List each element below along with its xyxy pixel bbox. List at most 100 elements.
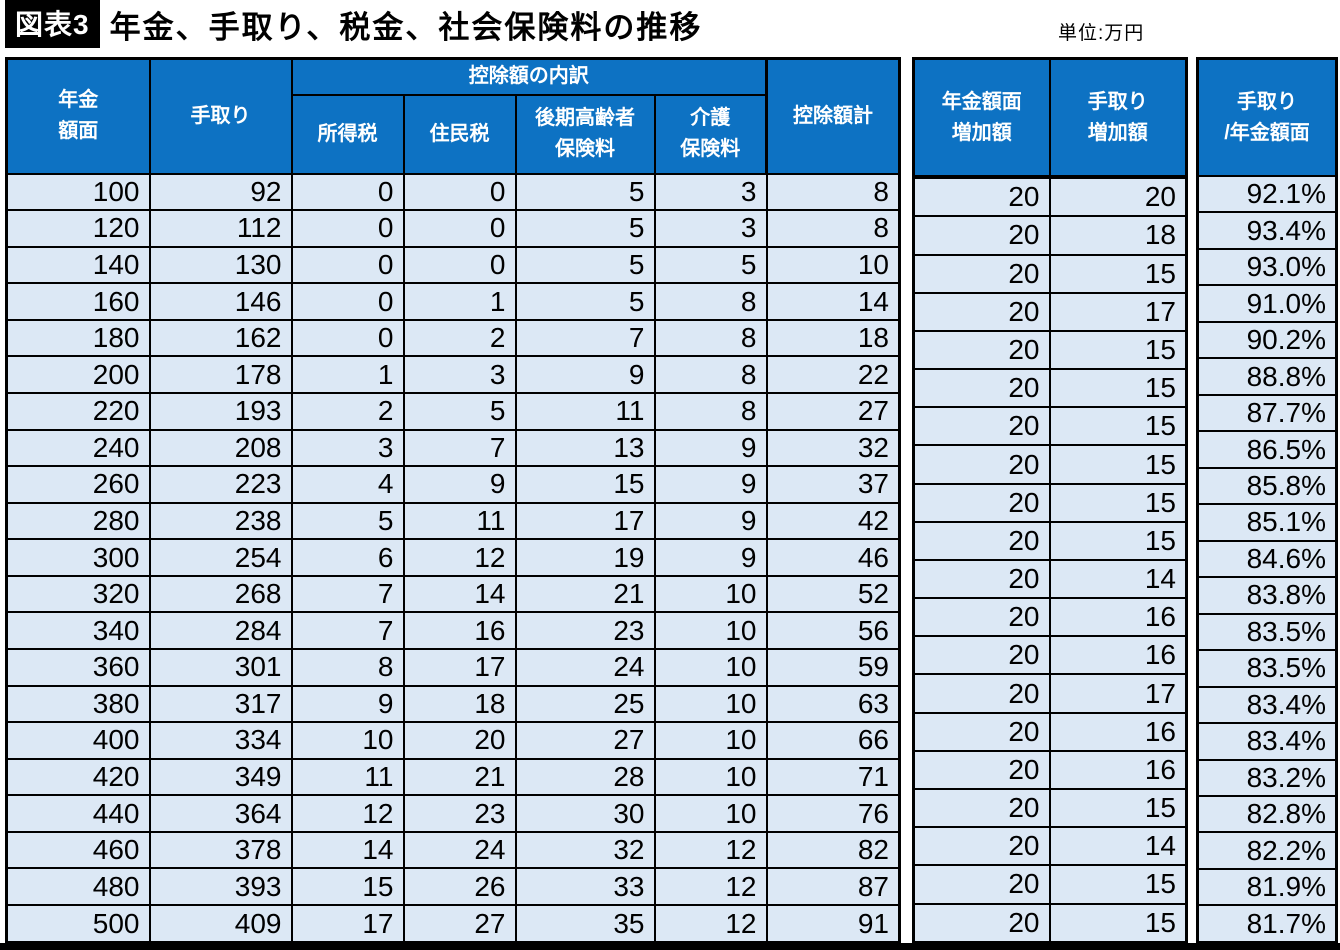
table-cell: 93.4% [1196,211,1338,250]
col-header-elderly-insurance: 後期高齢者 保険料 [514,93,656,175]
table-cell: 9 [290,684,405,724]
table-cell: 83.2% [1196,758,1338,797]
table-cell: 16 [1048,635,1188,676]
col-header-takehome: 手取り [148,57,293,175]
table-cell: 200 [5,355,151,394]
table-cell: 0 [290,245,405,285]
col-header-takehome-increase: 手取り 増加額 [1048,57,1188,177]
table-cell: 10 [290,721,405,760]
table-cell: 9 [402,465,517,504]
table-cell: 85.8% [1196,466,1338,506]
table-row: 20 15 [912,787,1188,829]
col-header-deduction-total: 控除額計 [765,57,901,175]
table-cell: 3 [402,355,517,394]
table-row: 83.8% [1196,576,1338,615]
table-cell: 20 [912,864,1051,905]
table-row: 20 16 [912,749,1188,790]
table-cell: 500 [5,904,151,944]
table-cell: 23 [402,794,517,833]
table-cell: 10 [653,757,768,797]
table-cell: 334 [148,721,293,760]
table-cell: 0 [290,282,405,321]
col-header-takehome-ratio: 手取り /年金額面 [1196,57,1338,177]
table-cell: 380 [5,684,151,724]
table-row: 180 162 0 2 7 8 18 [5,318,901,358]
table-cell: 260 [5,465,151,504]
table-cell: 20 [912,177,1051,218]
increase-table-header: 年金額面 増加額 手取り 増加額 [912,57,1188,177]
table-cell: 82.2% [1196,831,1338,870]
table-cell: 14 [1048,826,1188,867]
table-cell: 93.0% [1196,247,1338,287]
table-cell: 140 [5,245,151,285]
table-cell: 20 [912,406,1051,447]
table-row: 93.0% [1196,247,1338,287]
table-cell: 81.9% [1196,867,1338,907]
table-row: 20 16 [912,711,1188,752]
ratio-table-body: 92.1% 93.4% 93.0% 91.0% 90.2% 88.8% 87.7% 86.5%… [1196,174,1338,944]
table-cell: 32 [514,830,656,870]
table-cell: 17 [1048,291,1188,332]
table-row: 460 378 14 24 32 12 82 [5,830,901,870]
table-cell: 100 [5,172,151,212]
table-cell: 56 [765,611,901,651]
table-cell: 10 [765,245,901,285]
table-cell: 15 [1048,444,1188,485]
table-cell: 85.1% [1196,503,1338,542]
table-cell: 364 [148,794,293,833]
col-header-income-tax: 所得税 [290,93,405,175]
table-cell: 20 [912,444,1051,485]
table-cell: 20 [402,721,517,760]
table-cell: 81.7% [1196,904,1338,944]
table-row: 20 14 [912,826,1188,867]
table-row: 20 20 [912,177,1188,218]
ratio-table-header: 手取り /年金額面 [1196,57,1338,177]
table-cell: 27 [402,904,517,944]
table-cell: 2 [290,391,405,431]
table-row: 220 193 2 5 11 8 27 [5,391,901,431]
table-row: 380 317 9 18 25 10 63 [5,684,901,724]
table-cell: 8 [765,172,901,212]
table-cell: 0 [290,209,405,248]
table-row: 82.8% [1196,794,1338,834]
table-cell: 10 [653,794,768,833]
table-cell: 20 [912,826,1051,867]
table-cell: 15 [1048,902,1188,944]
table-row: 120 112 0 0 5 3 8 [5,209,901,248]
table-cell: 284 [148,611,293,651]
table-row: 88.8% [1196,357,1338,396]
table-cell: 409 [148,904,293,944]
table-cell: 24 [514,648,656,687]
table-cell: 5 [514,245,656,285]
table-cell: 90.2% [1196,320,1338,360]
table-row: 480 393 15 26 33 12 87 [5,867,901,907]
table-cell: 16 [1048,711,1188,752]
page-title: 年金、手取り、税金、社会保険料の推移 [109,9,703,45]
table-row: 20 15 [912,902,1188,944]
table-cell: 480 [5,867,151,907]
table-cell: 9 [653,428,768,468]
table-cell: 8 [653,391,768,431]
table-cell: 86.5% [1196,430,1338,469]
table-cell: 1 [290,355,405,394]
table-cell: 10 [653,721,768,760]
table-cell: 280 [5,501,151,541]
table-cell: 14 [765,282,901,321]
table-cell: 300 [5,538,151,577]
table-cell: 20 [912,711,1051,752]
table-row: 20 14 [912,558,1188,600]
table-cell: 16 [1048,597,1188,638]
table-cell: 8 [653,282,768,321]
table-cell: 120 [5,209,151,248]
table-cell: 46 [765,538,901,577]
table-row: 20 15 [912,329,1188,371]
table-row: 20 17 [912,291,1188,332]
table-row: 280 238 5 11 17 9 42 [5,501,901,541]
table-cell: 400 [5,721,151,760]
table-cell: 18 [1048,215,1188,256]
table-cell: 23 [514,611,656,651]
table-cell: 52 [765,574,901,614]
table-cell [1048,174,1188,180]
table-cell: 9 [653,538,768,577]
table-cell: 84.6% [1196,539,1338,579]
